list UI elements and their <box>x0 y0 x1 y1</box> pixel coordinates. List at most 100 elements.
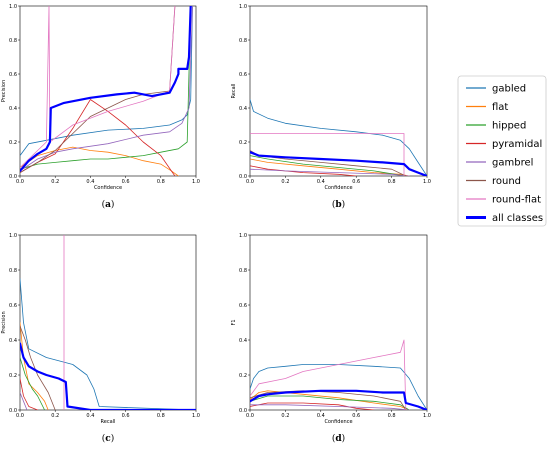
x-tick-label: 0.4 <box>86 179 94 185</box>
series-line-round <box>250 390 407 410</box>
x-tick-label: 0.8 <box>388 179 396 185</box>
series-line-pyramidal <box>250 165 357 176</box>
axes-frame <box>19 5 197 177</box>
series-line-round-flat <box>20 6 176 168</box>
y-axis-label: Precision <box>1 80 7 102</box>
y-axis-label: F1 <box>231 319 237 325</box>
series-line-gabled <box>250 364 427 410</box>
x-axis-label: Confidence <box>324 419 352 425</box>
y-tick-label: 0.4 <box>9 338 17 344</box>
legend-label: gambrel <box>492 158 533 169</box>
series-line-gabled <box>250 99 427 176</box>
series-line-pyramidal <box>250 402 375 410</box>
y-tick-label: 1.0 <box>9 4 17 10</box>
series-line-hipped <box>20 357 45 410</box>
legend-label: hipped <box>492 121 526 132</box>
y-tick-label: 0.2 <box>239 140 247 146</box>
x-axis-label: Confidence <box>94 185 122 191</box>
series-line-hipped <box>20 6 192 170</box>
x-tick-label: 0.2 <box>281 413 289 419</box>
series-line-all-classes <box>250 389 427 410</box>
y-tick-label: 0.6 <box>9 303 17 309</box>
x-axis-label: Confidence <box>324 185 352 191</box>
legend-label: flat <box>492 102 508 113</box>
x-tick-label: 0.2 <box>51 179 59 185</box>
y-tick-label: 1.0 <box>239 4 247 10</box>
x-tick-label: 0.4 <box>317 413 325 419</box>
y-tick-label: 0.6 <box>239 72 247 78</box>
series-line-round-flat <box>250 133 405 176</box>
series-line-all-classes <box>250 151 427 176</box>
series-line-pyramidal <box>20 378 38 410</box>
y-tick-label: 0.4 <box>9 106 17 112</box>
x-tick-label: 0.6 <box>122 413 130 419</box>
series-line-round <box>20 325 56 410</box>
y-axis-label: Recall <box>231 84 237 99</box>
panel-d: 0.0 0.2 0.4 0.6 0.8 1.0 0.0 0.2 0.4 0.6 0.8 1.0 Conf… <box>231 233 431 444</box>
series-group <box>250 99 427 176</box>
series-line-gambrel <box>20 392 28 410</box>
series-line-round <box>20 6 176 174</box>
legend: gabled flat hipped pyramidal gambrel round rou… <box>457 75 547 227</box>
y-tick-label: 0.6 <box>239 303 247 309</box>
axes-frame <box>249 234 428 411</box>
x-tick-label: 1.0 <box>192 413 200 419</box>
y-tick-label: 0.8 <box>9 268 17 274</box>
series-group <box>250 339 427 410</box>
x-tick-label: 0.4 <box>317 179 325 185</box>
y-tick-label: 1.0 <box>9 233 17 239</box>
series-line-hipped <box>250 155 407 176</box>
x-tick-label: 0.6 <box>352 413 360 419</box>
series-line-pyramidal <box>20 99 176 176</box>
y-tick-label: 0.8 <box>239 268 247 274</box>
series-line-gambrel <box>250 168 410 176</box>
x-tick-label: 0.8 <box>388 413 396 419</box>
series-line-all-classes <box>20 6 192 172</box>
y-axis-label: Precision <box>1 311 7 333</box>
series-group <box>20 6 193 176</box>
y-tick-label: 0.8 <box>239 38 247 44</box>
legend-frame <box>457 75 547 227</box>
panel-b: 0.0 0.2 0.4 0.6 0.8 1.0 0.0 0.2 0.4 0.6 0.8 1.0 Conf… <box>231 4 431 210</box>
legend-label: gabled <box>492 84 526 95</box>
x-tick-label: 1.0 <box>423 413 431 419</box>
x-tick-label: 0.2 <box>281 179 289 185</box>
x-tick-label: 0.6 <box>122 179 130 185</box>
series-line-flat <box>250 390 410 410</box>
panel-a: 0.0 0.2 0.4 0.6 0.8 1.0 0.0 0.2 0.4 0.6 0.8 1.0 Conf… <box>1 4 200 210</box>
y-tick-label: 0.6 <box>9 72 17 78</box>
legend-label: round-flat <box>492 195 541 206</box>
y-tick-label: 0.0 <box>239 174 247 180</box>
x-axis-label: Recall <box>101 419 116 425</box>
y-tick-label: 0.2 <box>9 373 17 379</box>
axes-frame <box>19 234 197 411</box>
y-tick-label: 0.0 <box>9 174 17 180</box>
panel-label: (c) <box>102 433 115 444</box>
legend-label: pyramidal <box>492 139 542 150</box>
x-tick-label: 1.0 <box>192 179 200 185</box>
x-tick-label: 0.0 <box>246 413 254 419</box>
series-line-gambrel <box>20 6 193 172</box>
panel-label: (a) <box>102 199 115 210</box>
legend-label: round <box>492 176 521 187</box>
series-line-flat <box>20 146 179 176</box>
panel-label: (d) <box>332 433 345 444</box>
series-line-round-flat <box>250 339 407 410</box>
y-tick-label: 0.0 <box>9 408 17 414</box>
series-line-all-classes <box>20 342 196 410</box>
x-tick-label: 0.4 <box>86 413 94 419</box>
x-tick-label: 0.2 <box>51 413 59 419</box>
y-tick-label: 0.4 <box>239 338 247 344</box>
y-tick-label: 1.0 <box>239 233 247 239</box>
series-line-gambrel <box>250 404 410 410</box>
x-tick-label: 0.0 <box>246 179 254 185</box>
series-line-hipped <box>250 395 410 410</box>
y-tick-label: 0.8 <box>9 38 17 44</box>
series-group <box>20 235 196 410</box>
x-tick-label: 0.8 <box>157 179 165 185</box>
series-line-gabled <box>20 6 193 157</box>
x-tick-label: 0.0 <box>16 413 24 419</box>
x-tick-label: 0.6 <box>352 179 360 185</box>
series-line-flat <box>250 158 410 176</box>
